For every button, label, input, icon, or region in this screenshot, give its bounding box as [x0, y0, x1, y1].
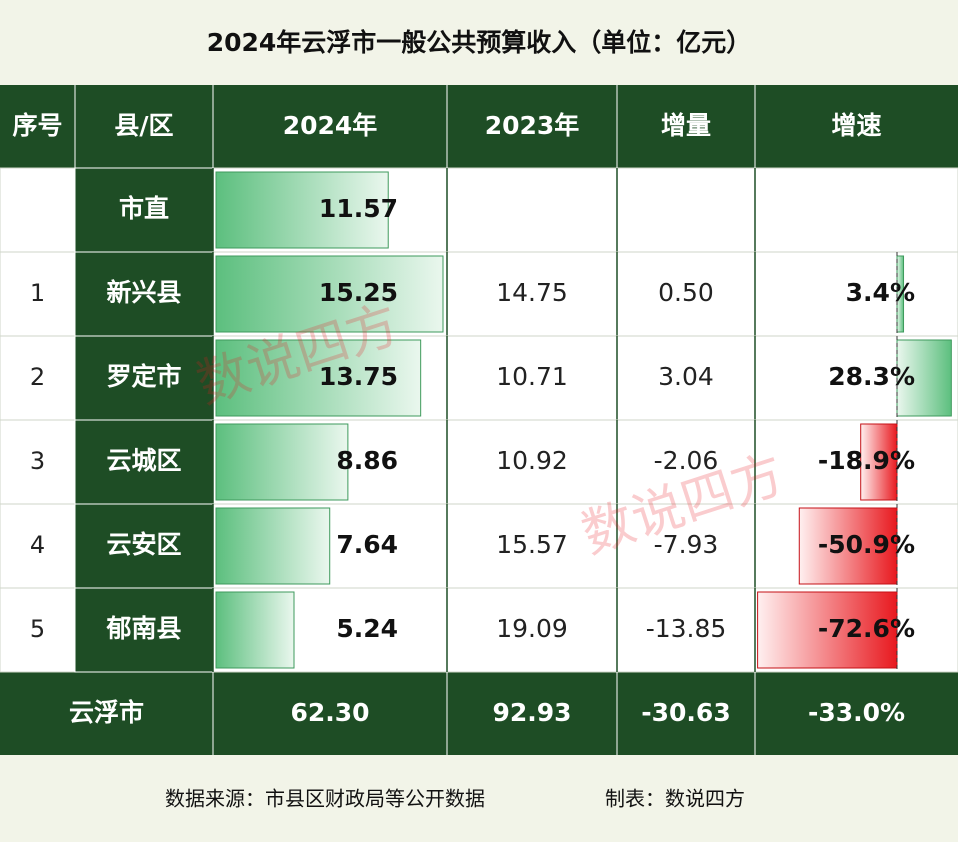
name-cell	[74, 587, 214, 673]
column-header: 县/区	[114, 111, 173, 140]
growth-bar	[860, 423, 898, 501]
data-bar	[215, 255, 444, 333]
value-2023: 15.57	[496, 530, 568, 559]
growth-bar	[896, 339, 952, 417]
name-cell	[74, 335, 214, 421]
growth-label: -72.6%	[818, 614, 915, 643]
column-header: 2023年	[485, 111, 580, 140]
value-delta: 0.50	[658, 278, 714, 307]
row-index: 4	[30, 531, 45, 559]
name-cell	[74, 167, 214, 253]
value-2024: 11.57	[319, 194, 398, 223]
value-delta: -2.06	[654, 446, 719, 475]
growth-bar	[757, 591, 898, 669]
column-header: 2024年	[283, 111, 378, 140]
value-2023: 14.75	[496, 278, 568, 307]
district-name: 罗定市	[106, 362, 181, 391]
row-index: 3	[30, 447, 45, 475]
total-value: 62.30	[290, 698, 369, 727]
growth-label: 3.4%	[846, 278, 915, 307]
data-bar	[215, 507, 331, 585]
footer-source: 数据来源：市县区财政局等公开数据	[165, 787, 485, 811]
column-header: 增量	[661, 111, 711, 140]
district-name: 市直	[119, 194, 169, 223]
footer-maker: 制表：数说四方	[605, 787, 745, 811]
value-2023: 10.92	[496, 446, 568, 475]
title: 2024年云浮市一般公共预算收入（单位：亿元）	[207, 28, 752, 57]
total-value: -30.63	[641, 698, 730, 727]
value-2024: 8.86	[336, 446, 398, 475]
name-cell	[74, 503, 214, 589]
district-name: 新兴县	[106, 278, 181, 307]
value-2023: 19.09	[496, 614, 568, 643]
row-index: 5	[30, 615, 45, 643]
data-bar	[215, 339, 422, 417]
data-bar	[215, 591, 295, 669]
column-header: 序号	[12, 111, 62, 140]
row-index: 1	[30, 279, 45, 307]
total-value: -33.0%	[808, 698, 905, 727]
data-bar	[215, 171, 389, 249]
value-2024: 13.75	[319, 362, 398, 391]
row-index: 2	[30, 363, 45, 391]
growth-label: -50.9%	[818, 530, 915, 559]
value-2024: 7.64	[336, 530, 398, 559]
value-delta: -7.93	[654, 530, 719, 559]
total-row	[0, 672, 958, 755]
growth-label: -18.9%	[818, 446, 915, 475]
header-row	[0, 85, 958, 168]
district-name: 云安区	[106, 530, 181, 559]
total-value: 92.93	[492, 698, 571, 727]
value-2024: 15.25	[319, 278, 398, 307]
value-delta: 3.04	[658, 362, 714, 391]
value-2024: 5.24	[336, 614, 398, 643]
name-cell	[74, 419, 214, 505]
data-bar	[215, 423, 349, 501]
column-header: 增速	[831, 111, 881, 140]
value-2023: 10.71	[496, 362, 568, 391]
growth-bar	[798, 507, 898, 585]
district-name: 郁南县	[105, 614, 181, 643]
district-name: 云城区	[106, 446, 181, 475]
growth-label: 28.3%	[828, 362, 915, 391]
name-cell	[74, 251, 214, 337]
total-name: 云浮市	[69, 698, 144, 727]
value-delta: -13.85	[646, 614, 727, 643]
